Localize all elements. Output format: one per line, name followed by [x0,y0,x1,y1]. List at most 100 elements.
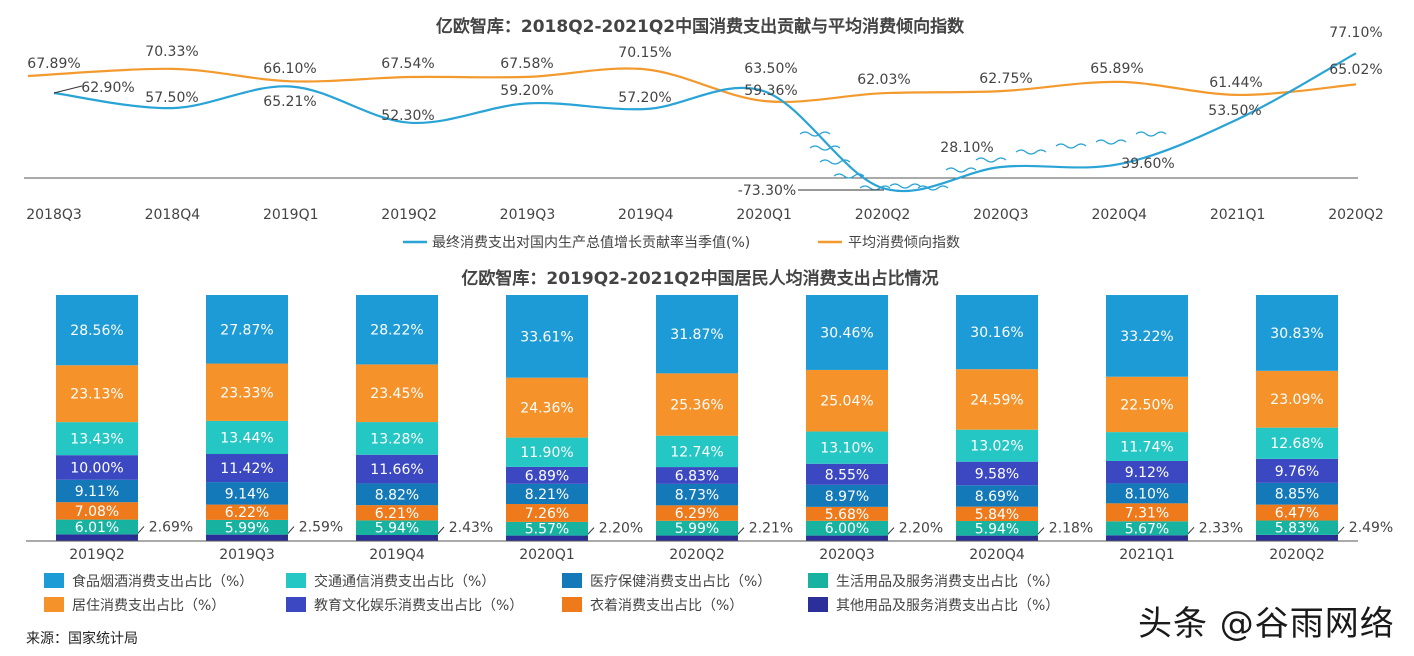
bar-segment-medical [956,485,1038,507]
bar-label-leader [583,527,595,539]
bar-data-label-transport: 13.44% [220,431,273,447]
legend-label-food: 食品烟酒消费支出占比（%） [72,573,253,590]
contribution-data-label: 59.20% [500,83,553,99]
bar-segment-daily [1256,520,1338,535]
bar-data-label-education: 9.58% [975,467,1019,483]
bar-data-label-medical: 8.69% [975,489,1019,505]
bar-data-label-food: 27.87% [220,322,273,338]
bar-segment-clothing [806,506,888,521]
bar-data-label-transport: 13.28% [370,431,423,447]
line-x-tick-label: 2019Q1 [263,207,319,223]
bar-segment-housing [806,369,888,432]
bar-segment-food [956,295,1038,370]
legend-swatch-other [808,597,828,612]
legend-label-housing: 居住消费支出占比（%） [72,598,225,614]
bar-segment-education [806,463,888,485]
bar-segment-transport [956,429,1038,462]
bar-segment-daily [656,520,738,536]
bar-segment-daily [956,521,1038,536]
bar-segment-other [56,534,138,541]
legend-swatch-food [44,573,64,588]
legend-swatch-education [286,597,306,612]
bar-x-tick-label: 2020Q3 [819,547,875,563]
bar-segment-housing [506,377,588,438]
bar-segment-transport [656,435,738,468]
bar-segment-transport [56,422,138,456]
bar-data-label-housing: 23.09% [1270,392,1323,408]
legend-label-clothing: 衣着消费支出占比（%） [590,598,743,614]
bar-data-label-education: 6.89% [525,468,569,484]
bar-data-label-other: 2.49% [1349,520,1393,536]
line-chart-data-labels: 67.89% 70.33% 66.10% 67.54% 67.58% 70.15% 59.3… [27,25,1382,199]
bar-data-label-medical: 9.11% [75,484,119,500]
bar-segment-housing [206,363,288,421]
line-chart-title: 亿欧智库：2018Q2-2021Q2中国消费支出贡献与平均消费倾向指数 [436,16,965,37]
line-x-tick-label: 2020Q2 [1328,207,1384,223]
axis-break-mark [1095,139,1127,145]
bar-data-label-clothing: 5.84% [975,507,1019,523]
propensity-data-label: 67.89% [27,56,80,72]
bar-chart-title: 亿欧智库：2019Q2-2021Q2中国居民人均消费支出占比情况 [461,268,938,289]
bar-segment-food [1256,295,1338,371]
legend-label-medical: 医疗保健消费支出占比（%） [590,574,771,590]
bar-data-label-transport: 12.68% [1270,436,1323,452]
legend-label-daily: 生活用品及服务消费支出占比（%） [836,574,1059,590]
line-chart-series [27,52,1357,193]
bar-segment-clothing [56,502,138,520]
propensity-data-label: 67.54% [381,56,434,72]
bar-segment-medical [656,483,738,506]
line-x-tick-label: 2020Q4 [1091,207,1147,223]
bar-data-label-daily: 5.67% [1125,521,1169,537]
propensity-data-label: 65.02% [1329,62,1382,78]
bar-x-tick-label: 2019Q3 [219,547,275,563]
bar-segment-transport [356,422,438,455]
bar-segment-other [1256,534,1338,541]
axis-break-mark [1055,143,1087,149]
bar-data-label-clothing: 6.29% [675,506,719,522]
bar-segment-medical [1256,482,1338,505]
propensity-data-label: 70.33% [145,44,198,60]
bar-segment-daily [1106,521,1188,536]
bar-chart-legend: 食品烟酒消费支出占比（%） 交通通信消费支出占比（%） 医疗保健消费支出占比（%） 生… [44,573,1059,614]
bar-data-label-education: 11.66% [370,462,423,478]
bar-data-label-food: 30.16% [970,325,1023,341]
bar-segment-housing [1106,376,1188,433]
legend-label-education: 教育文化娱乐消费支出占比（%） [314,598,523,614]
bar-data-label-medical: 9.14% [225,486,269,502]
line-chart-x-axis: 2018Q3 2018Q4 2019Q1 2019Q2 2019Q3 2019Q4 2020… [26,207,1384,223]
bar-x-tick-label: 2020Q4 [969,547,1025,563]
bar-data-label-transport: 11.90% [520,445,573,461]
bar-data-label-clothing: 6.22% [225,505,269,521]
bar-segment-housing [356,364,438,423]
bar-label-leader [1183,526,1195,539]
bar-segment-other [806,535,888,541]
bar-data-label-other: 2.20% [599,521,643,537]
legend-label-other: 其他用品及服务消费支出占比（%） [836,598,1059,614]
propensity-data-label: 62.03% [857,72,910,88]
legend-label-contribution: 最终消费支出对国内生产总值增长贡献率当季值(%) [432,234,750,251]
bar-data-label-daily: 5.57% [525,522,569,538]
propensity-data-label: 61.44% [1209,75,1262,91]
bar-data-label-education: 9.76% [1275,464,1319,480]
bar-data-label-other: 2.43% [449,520,493,536]
bar-data-label-other: 2.59% [299,520,343,536]
bar-x-tick-label: 2019Q2 [69,547,125,563]
bar-data-label-food: 28.22% [370,323,423,339]
bar-segment-education [506,466,588,484]
axis-break-mark [819,159,851,165]
bar-data-label-daily: 6.01% [75,520,119,536]
bar-segment-daily [56,519,138,535]
line-x-tick-label: 2019Q3 [500,207,556,223]
bar-data-label-housing: 23.45% [370,386,423,402]
bar-segment-medical [806,484,888,507]
bar-data-label-transport: 13.43% [70,432,123,448]
bar-data-label-other: 2.33% [1199,520,1243,536]
line-x-tick-label: 2021Q1 [1210,207,1266,223]
bar-label-leader [733,527,745,539]
legend-swatch-housing [44,597,64,612]
propensity-data-label: 59.36% [744,83,797,99]
bar-data-label-other: 2.69% [149,519,193,535]
legend-swatch-clothing [562,597,582,612]
bar-segment-daily [806,520,888,536]
